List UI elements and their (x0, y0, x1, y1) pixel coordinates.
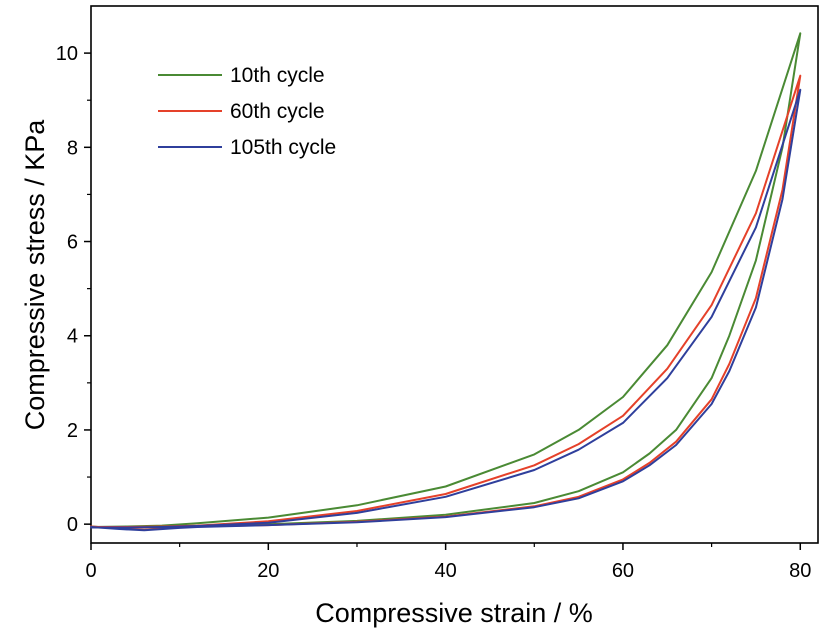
legend-label-2: 60th cycle (230, 100, 325, 123)
x-tick-label: 60 (612, 560, 634, 582)
legend: 10th cycle 60th cycle 105th cycle (158, 64, 336, 159)
y-axis-ticks: 0 2 4 6 8 10 (56, 43, 91, 536)
series-layer (90, 32, 802, 532)
x-tick-label: 20 (257, 560, 279, 582)
series-line-3 (90, 88, 802, 532)
legend-label-1: 10th cycle (230, 64, 325, 87)
y-tick-label: 4 (67, 326, 78, 348)
x-tick-label: 40 (435, 560, 457, 582)
plot-area-frame (90, 5, 819, 544)
x-tick-label: 0 (85, 560, 96, 582)
y-tick-label: 10 (56, 43, 78, 65)
x-axis-ticks: 0 20 40 60 80 (85, 543, 811, 582)
y-axis-title: Compressive stress / KPa (20, 119, 50, 431)
x-axis-title: Compressive strain / % (315, 598, 593, 628)
y-tick-label: 2 (67, 420, 78, 442)
y-tick-label: 8 (67, 137, 78, 159)
y-tick-label: 6 (67, 232, 78, 254)
x-tick-label: 80 (789, 560, 811, 582)
legend-label-3: 105th cycle (230, 136, 336, 159)
series-line-1 (90, 32, 802, 531)
y-tick-label: 0 (67, 514, 78, 536)
